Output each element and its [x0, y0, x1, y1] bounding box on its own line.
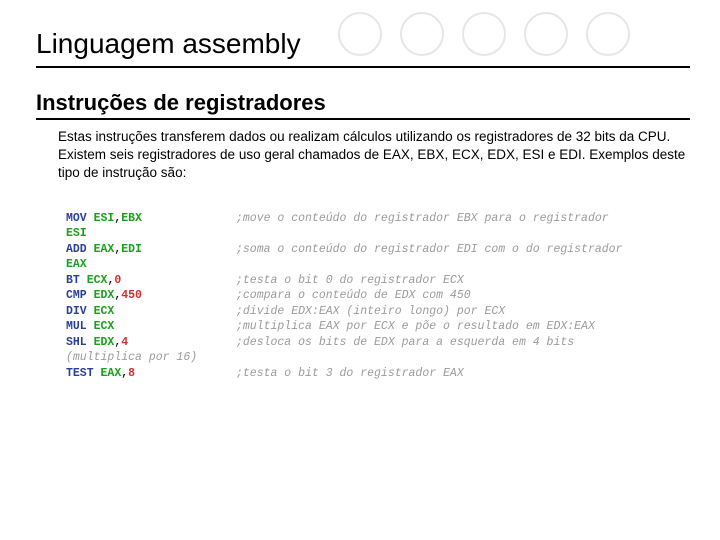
- code-line-continuation: ESI: [66, 226, 690, 242]
- code-line: BT ECX,0;testa o bit 0 do registrador EC…: [66, 273, 690, 289]
- code-comment: ;move o conteúdo do registrador EBX para…: [236, 211, 690, 227]
- code-comment-text: (multiplica por 16): [66, 350, 236, 366]
- circle-icon: [338, 12, 382, 56]
- code-line: MUL ECX;multiplica EAX por ECX e põe o r…: [66, 319, 690, 335]
- instruction-continuation: EAX: [66, 257, 236, 273]
- code-comment-continuation: (multiplica por 16): [66, 350, 690, 366]
- instruction: DIV ECX: [66, 304, 236, 320]
- body-paragraph: Estas instruções transferem dados ou rea…: [36, 128, 690, 183]
- code-line: DIV ECX;divide EDX:EAX (inteiro longo) p…: [66, 304, 690, 320]
- instruction: BT ECX,0: [66, 273, 236, 289]
- code-comment: ;desloca os bits de EDX para a esquerda …: [236, 335, 690, 351]
- code-line-continuation: EAX: [66, 257, 690, 273]
- code-line: SHL EDX,4;desloca os bits de EDX para a …: [66, 335, 690, 351]
- circle-icon: [462, 12, 506, 56]
- assembly-code-block: MOV ESI,EBX;move o conteúdo do registrad…: [36, 211, 690, 382]
- slide-content: Linguagem assembly Instruções de registr…: [0, 0, 720, 391]
- circle-icon: [524, 12, 568, 56]
- code-line: MOV ESI,EBX;move o conteúdo do registrad…: [66, 211, 690, 227]
- code-comment: ;testa o bit 0 do registrador ECX: [236, 273, 690, 289]
- code-comment: ;divide EDX:EAX (inteiro longo) por ECX: [236, 304, 690, 320]
- code-line: ADD EAX,EDI;soma o conteúdo do registrad…: [66, 242, 690, 258]
- code-comment: ;compara o conteúdo de EDX com 450: [236, 288, 690, 304]
- instruction: CMP EDX,450: [66, 288, 236, 304]
- instruction-continuation: ESI: [66, 226, 236, 242]
- circle-icon: [400, 12, 444, 56]
- instruction: MUL ECX: [66, 319, 236, 335]
- code-comment: ;soma o conteúdo do registrador EDI com …: [236, 242, 690, 258]
- decorative-circles: [338, 12, 630, 56]
- circle-icon: [586, 12, 630, 56]
- code-line: TEST EAX,8;testa o bit 3 do registrador …: [66, 366, 690, 382]
- code-comment: ;testa o bit 3 do registrador EAX: [236, 366, 690, 382]
- section-subtitle: Instruções de registradores: [36, 90, 690, 120]
- code-line: CMP EDX,450;compara o conteúdo de EDX co…: [66, 288, 690, 304]
- instruction: TEST EAX,8: [66, 366, 236, 382]
- instruction: SHL EDX,4: [66, 335, 236, 351]
- code-comment: ;multiplica EAX por ECX e põe o resultad…: [236, 319, 690, 335]
- instruction: ADD EAX,EDI: [66, 242, 236, 258]
- instruction: MOV ESI,EBX: [66, 211, 236, 227]
